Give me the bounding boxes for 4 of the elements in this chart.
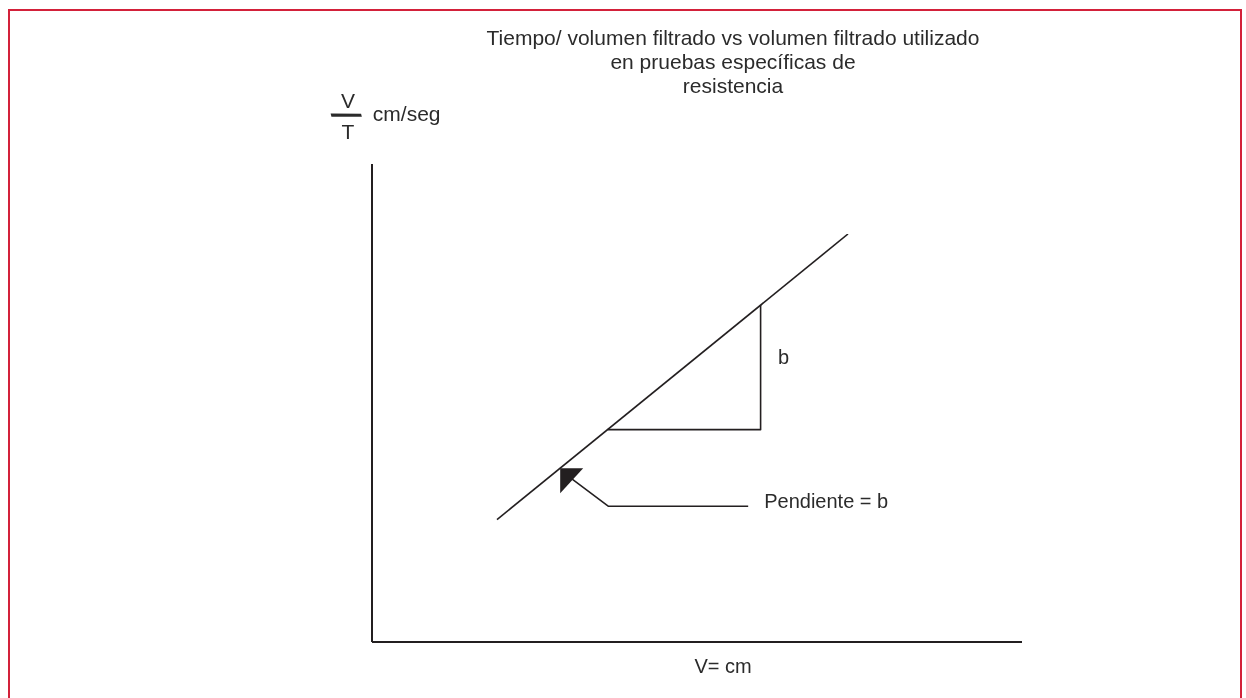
chart-title: Tiempo/ volumen filtrado vs volumen filtrado utilizado en pruebas específicas de resistencia <box>485 26 981 98</box>
annotation: Pendiente = b <box>764 490 889 513</box>
x-axis-title: V= cm <box>694 655 752 677</box>
annotation: b <box>778 346 790 369</box>
